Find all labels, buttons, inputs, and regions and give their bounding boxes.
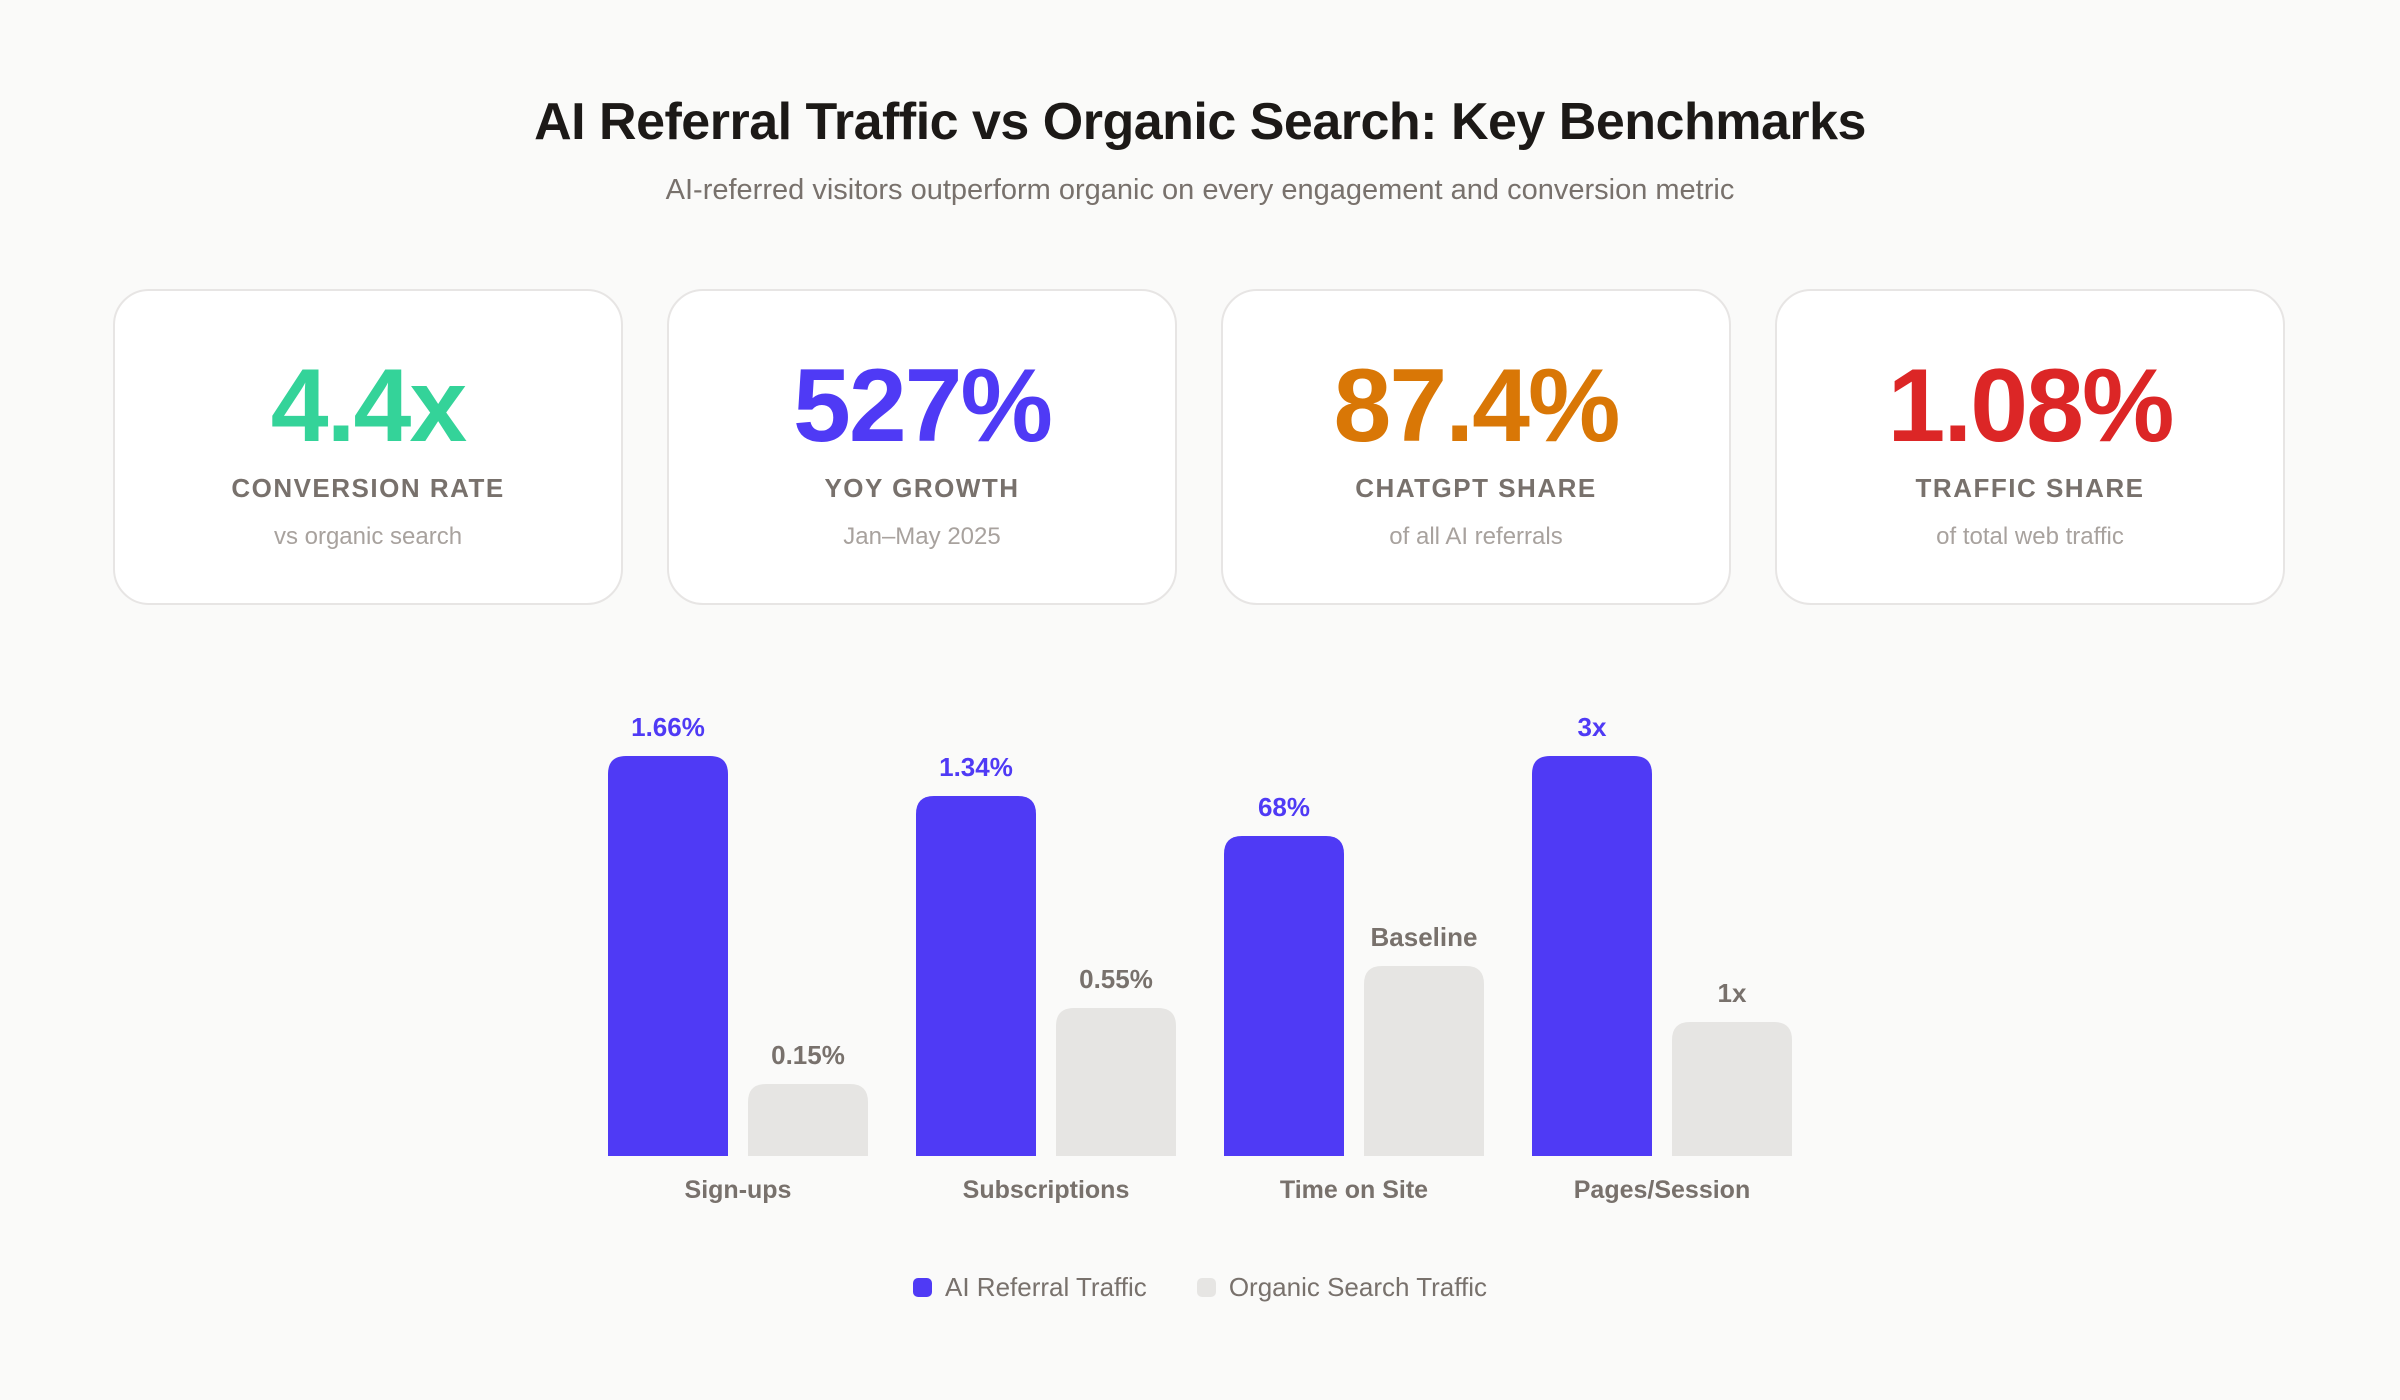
- bar-value-label: 0.55%: [1079, 964, 1153, 994]
- stat-card-traffic-share: 1.08% TRAFFIC SHARE of total web traffic: [1775, 289, 2285, 605]
- bar-value-label: 1.34%: [939, 752, 1013, 782]
- bar-ai-referral: [608, 756, 728, 1156]
- page-subtitle: AI-referred visitors outperform organic …: [665, 174, 1735, 206]
- bar-value-label: 1.66%: [631, 712, 705, 742]
- legend-swatch-ai: [913, 1278, 932, 1297]
- bar-organic-search: [748, 1084, 868, 1156]
- bar-value-label: Baseline: [1371, 922, 1478, 952]
- bar-value-label: 3x: [1578, 712, 1607, 742]
- stat-card-conversion-rate: 4.4x CONVERSION RATE vs organic search: [113, 289, 623, 605]
- stat-value: 527%: [793, 348, 1053, 464]
- bar-organic-search: [1672, 1022, 1792, 1156]
- stat-value: 1.08%: [1887, 348, 2175, 464]
- stat-sublabel: of all AI referrals: [1389, 523, 1563, 550]
- stat-card-yoy-growth: 527% YOY GROWTH Jan–May 2025: [667, 289, 1177, 605]
- bar-organic-search: [1056, 1008, 1176, 1156]
- chart-legend: AI Referral Traffic Organic Search Traff…: [0, 1272, 2400, 1303]
- legend-item-organic-search: Organic Search Traffic: [1196, 1272, 1487, 1303]
- bar-value-label: 0.15%: [771, 1040, 845, 1070]
- legend-swatch-organic: [1196, 1278, 1216, 1297]
- stat-label: CHATGPT SHARE: [1355, 473, 1597, 503]
- stat-card-chatgpt-share: 87.4% CHATGPT SHARE of all AI referrals: [1221, 289, 1731, 605]
- legend-item-ai-referral: AI Referral Traffic: [913, 1272, 1147, 1303]
- bar-ai-referral: [1224, 836, 1344, 1156]
- category-label: Pages/Session: [1574, 1176, 1750, 1204]
- stat-label: TRAFFIC SHARE: [1915, 473, 2145, 503]
- legend-label: AI Referral Traffic: [945, 1272, 1147, 1302]
- stat-sublabel: vs organic search: [273, 523, 463, 550]
- stat-sublabel: Jan–May 2025: [843, 523, 1001, 550]
- bar-organic-search: [1364, 966, 1484, 1156]
- bar-ai-referral: [916, 796, 1036, 1156]
- category-label: Time on Site: [1280, 1176, 1428, 1204]
- stat-label: CONVERSION RATE: [231, 473, 505, 503]
- stat-value: 87.4%: [1333, 348, 1621, 464]
- stat-sublabel: of total web traffic: [1936, 523, 2124, 550]
- stat-label: YOY GROWTH: [824, 473, 1020, 503]
- legend-label: Organic Search Traffic: [1228, 1272, 1487, 1302]
- bar-value-label: 1x: [1718, 978, 1747, 1008]
- stat-value: 4.4x: [270, 348, 467, 464]
- category-label: Sign-ups: [685, 1176, 792, 1204]
- category-label: Subscriptions: [963, 1176, 1130, 1204]
- bar-value-label: 68%: [1258, 792, 1310, 822]
- page-title: AI Referral Traffic vs Organic Search: K…: [534, 93, 1866, 151]
- bar-ai-referral: [1532, 756, 1652, 1156]
